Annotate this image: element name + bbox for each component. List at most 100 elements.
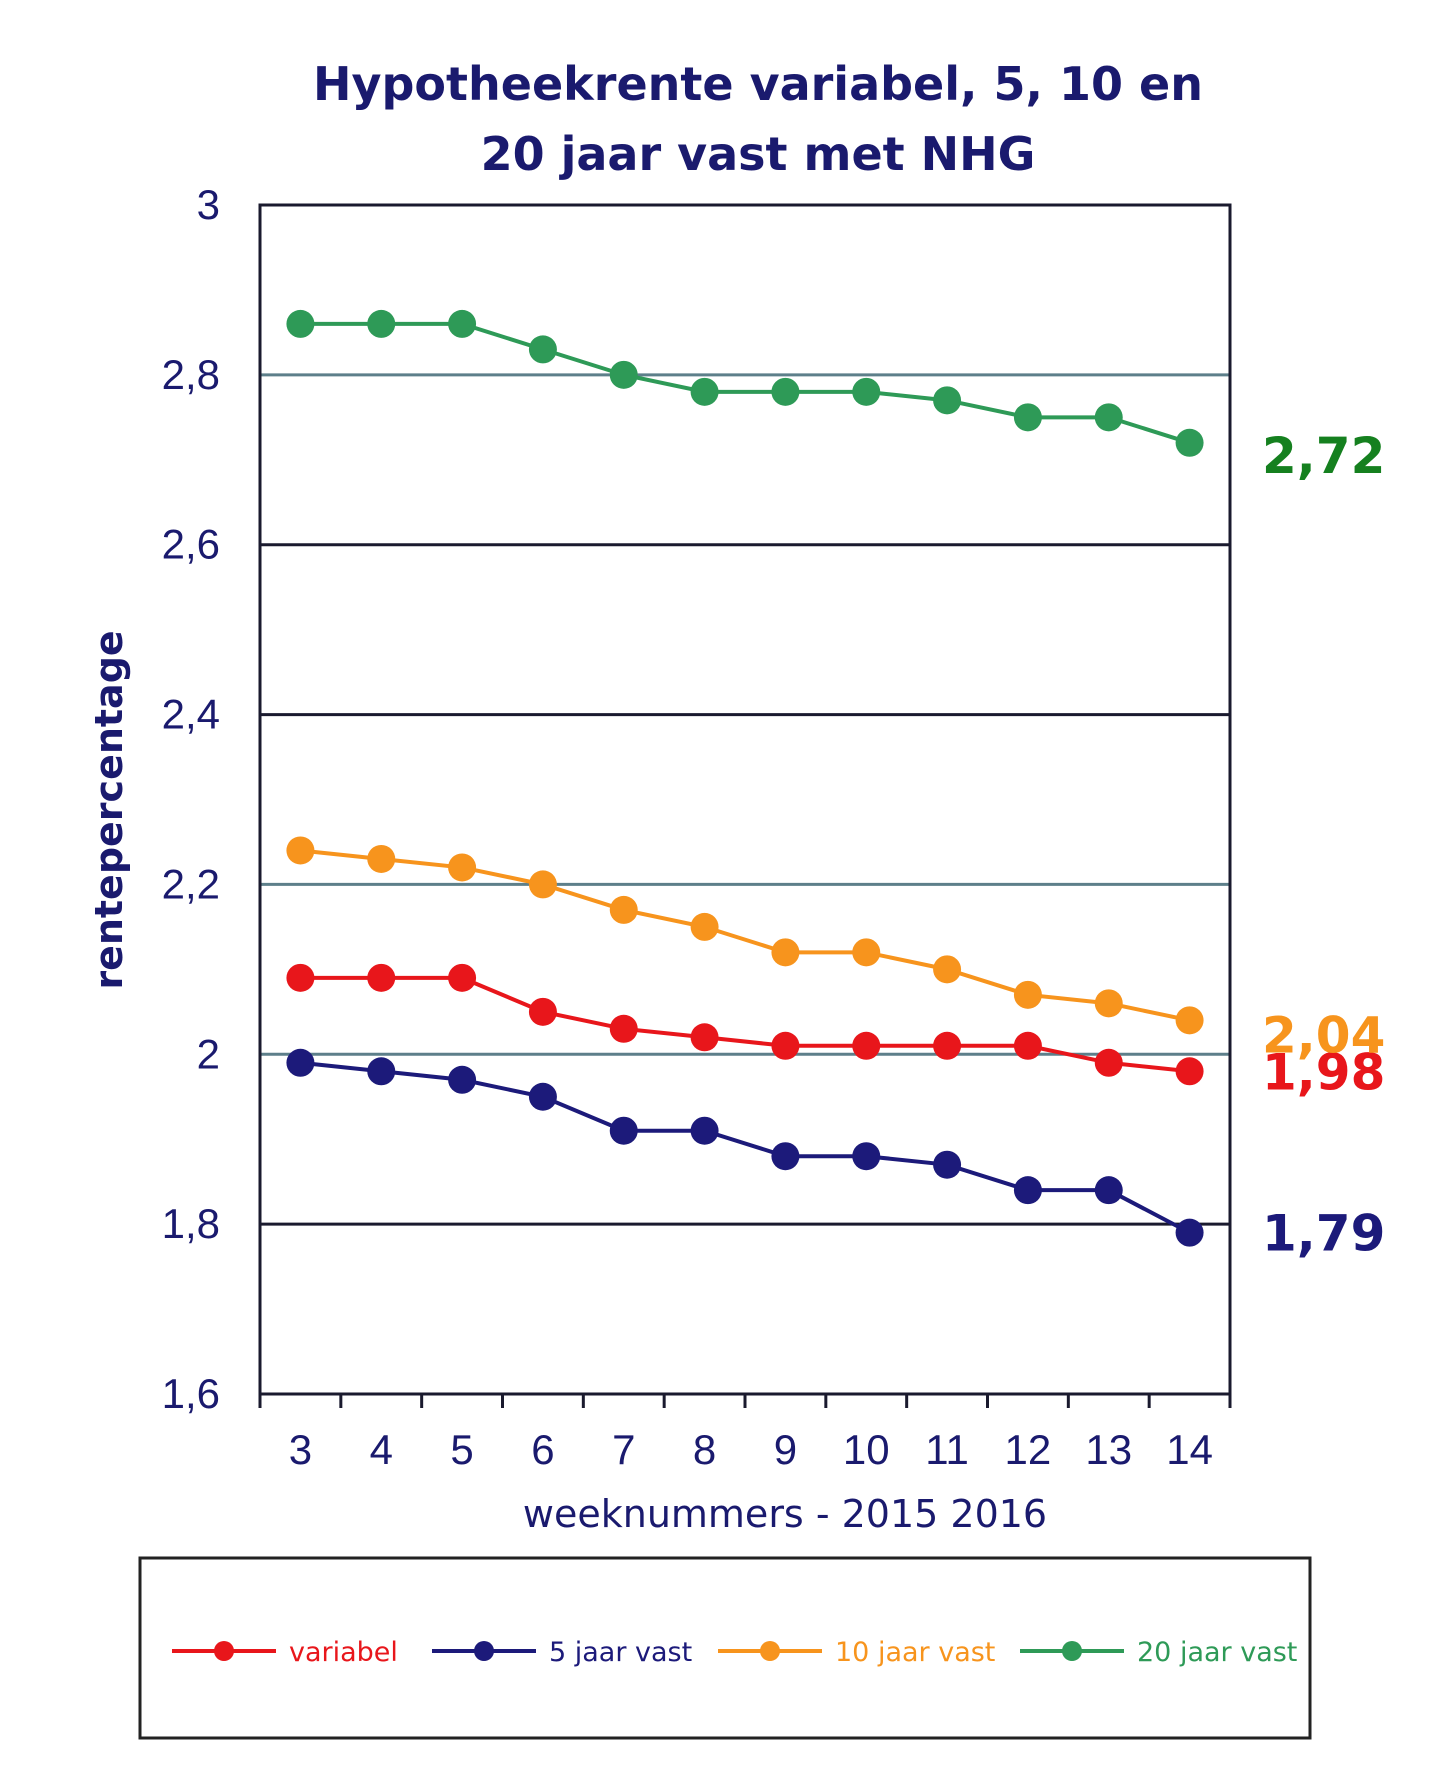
data-point [528,870,557,899]
data-point [367,309,396,338]
data-point [933,955,962,984]
data-point [528,997,557,1026]
data-point [286,1048,315,1077]
data-point [852,938,881,967]
y-tick-label: 2,8 [162,351,220,398]
data-point [367,1057,396,1086]
x-tick-label: 7 [612,1426,635,1473]
data-point [771,1031,800,1060]
x-tick-label: 6 [531,1426,554,1473]
end-value-label: 2,04 [1262,1006,1385,1064]
axes [258,203,1232,1408]
data-point [609,895,638,924]
data-point [1175,1006,1204,1035]
series-line [300,975,1190,1074]
x-tick-label: 12 [1005,1426,1052,1473]
series-line [300,1060,1191,1235]
x-tick-label: 5 [450,1426,473,1473]
data-point [1094,403,1123,432]
x-tick-label: 8 [693,1426,716,1473]
legend-item: 5 jaar vast [432,1637,692,1668]
data-point [1094,989,1123,1018]
data-point [609,1116,638,1145]
data-point [1175,1218,1204,1247]
data-point [448,309,477,338]
x-tick-label: 14 [1166,1426,1213,1473]
data-point [1175,428,1204,457]
data-point [448,963,477,992]
data-point [933,1150,962,1179]
y-tick-label: 2,4 [162,691,220,738]
end-value-labels: 1,98 1,79 2,04 2,72 [1262,427,1385,1263]
data-point [528,335,557,364]
y-tick-label: 1,8 [162,1200,220,1247]
x-tick-label: 3 [289,1426,312,1473]
x-tick-label: 11 [925,1426,969,1473]
legend-item: 20 jaar vast [1020,1637,1297,1668]
gridlines [260,373,1230,1226]
chart-title-line-1: Hypotheekrente variabel, 5, 10 en [313,57,1203,111]
data-point [448,1065,477,1094]
series-20-jaar-vast [286,309,1204,457]
x-axis-title: weeknummers - 2015 2016 [523,1492,1047,1536]
y-axis-title: rentepercentage [87,630,131,989]
data-point [771,1142,800,1171]
series-line [300,321,1191,445]
data-point [690,1023,719,1052]
data-point [690,377,719,406]
data-point [933,1031,962,1060]
chart-title-line-2: 20 jaar vast met NHG [481,127,1036,181]
legend-marker [474,1641,494,1661]
legend-marker [214,1641,234,1661]
y-tick-label: 3 [197,181,220,228]
series-5-jaar-vast [286,1048,1204,1247]
data-point [1175,1057,1204,1086]
y-tick-label: 1,6 [162,1370,220,1417]
data-point [1013,980,1042,1009]
data-point [1013,1176,1042,1205]
y-tick-labels: 1,6 1,8 2 2,2 2,4 2,6 2,8 3 [162,181,220,1417]
data-point [286,309,315,338]
x-tick-labels: 3 4 5 6 7 8 9 10 11 12 13 14 [289,1426,1213,1473]
data-point [852,1031,881,1060]
legend: variabel 5 jaar vast 10 jaar vast 20 jaar v… [172,1637,1297,1668]
legend-label: 20 jaar vast [1137,1637,1297,1668]
data-point [690,1116,719,1145]
data-point [448,853,477,882]
data-point [367,844,396,873]
end-value-label: 2,72 [1262,427,1385,485]
legend-label: variabel [289,1637,398,1668]
data-point [609,360,638,389]
end-value-label: 1,79 [1262,1205,1385,1263]
legend-label: 5 jaar vast [549,1637,692,1668]
y-tick-label: 2 [197,1030,220,1077]
data-point [1094,1048,1123,1077]
data-point [933,386,962,415]
legend-marker [760,1641,780,1661]
data-point [852,1142,881,1171]
legend-marker [1062,1641,1082,1661]
data-point [690,912,719,941]
series-variabel [286,963,1204,1086]
data-point [771,377,800,406]
data-point [609,1014,638,1043]
legend-box [138,1556,1312,1740]
x-tick-label: 10 [843,1426,890,1473]
series-lines [286,309,1204,1247]
data-point [1013,403,1042,432]
data-point [852,377,881,406]
y-tick-label: 2,6 [162,521,220,568]
data-point [367,963,396,992]
legend-item: variabel [172,1637,398,1668]
x-tick-label: 4 [370,1426,393,1473]
data-point [1094,1176,1123,1205]
x-tick-label: 13 [1085,1426,1132,1473]
x-tick-label: 9 [774,1426,797,1473]
y-tick-label: 2,2 [162,860,220,907]
data-point [1013,1031,1042,1060]
data-point [528,1082,557,1111]
series-10-jaar-vast [286,836,1204,1035]
legend-label: 10 jaar vast [835,1637,995,1668]
end-value-label: 1,98 [1262,1043,1385,1101]
